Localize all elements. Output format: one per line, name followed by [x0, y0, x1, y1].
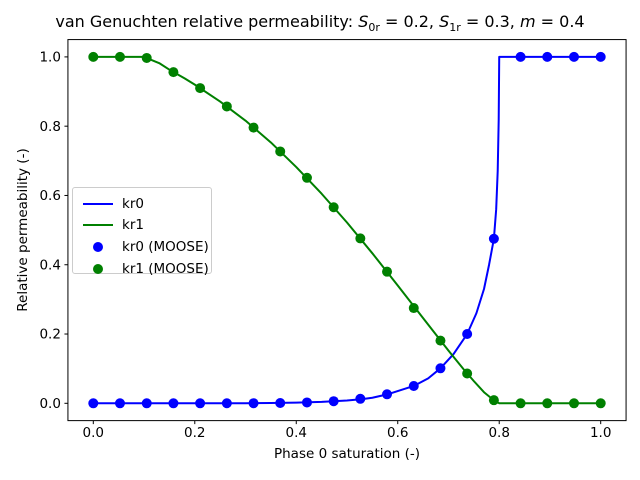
x-tick-label: 0.0 — [83, 425, 104, 441]
data-point — [328, 202, 339, 213]
kr0-marker-swatch — [93, 242, 103, 252]
data-point — [462, 329, 473, 340]
data-point — [488, 395, 499, 406]
legend-item-kr0-moose: kr0 (MOOSE) — [73, 237, 211, 257]
data-point — [595, 51, 606, 62]
y-tick-label: 1.0 — [39, 50, 60, 66]
legend-label: kr1 — [122, 217, 144, 233]
title-segment: = 0.2, — [379, 12, 440, 31]
data-point — [382, 266, 393, 277]
data-point — [248, 398, 259, 409]
plot-spines — [67, 39, 627, 422]
data-point — [382, 389, 393, 400]
chart-title: van Genuchten relative permeability: S0r… — [0, 13, 640, 37]
data-point — [248, 122, 259, 133]
data-point — [435, 335, 446, 346]
x-tick-label: 0.4 — [286, 425, 307, 441]
y-tick-label: 0.8 — [39, 119, 60, 135]
title-segment: = 0.3, — [460, 12, 520, 31]
data-point — [114, 398, 125, 409]
data-point — [88, 398, 99, 409]
x-tick-label: 0.2 — [184, 425, 205, 441]
data-point — [301, 172, 312, 183]
x-tick-label: 0.6 — [387, 425, 408, 441]
x-tick-label: 0.8 — [488, 425, 509, 441]
legend-label: kr0 — [122, 196, 144, 212]
data-point — [221, 398, 232, 409]
title-segment: S — [439, 12, 450, 31]
y-tick-label: 0.4 — [39, 257, 60, 273]
title-segment: van Genuchten relative permeability: — [55, 12, 359, 31]
data-point — [595, 398, 606, 409]
data-point — [168, 67, 179, 78]
data-point — [355, 393, 366, 404]
y-axis-label: Relative permeability (-) — [15, 148, 31, 312]
title-segment: S — [358, 12, 369, 31]
legend-item-kr1: kr1 — [73, 215, 211, 235]
kr1-marker-swatch — [93, 264, 103, 274]
data-point — [569, 398, 580, 409]
data-point — [515, 51, 526, 62]
kr1-line-swatch — [83, 224, 113, 226]
x-axis-label: Phase 0 saturation (-) — [273, 446, 420, 462]
kr0-line-swatch — [83, 203, 113, 205]
data-point — [542, 51, 553, 62]
legend-item-kr1-moose: kr1 (MOOSE) — [73, 259, 211, 279]
series-line-kr0 — [92, 55, 602, 405]
title-segment: = 0.4 — [535, 12, 585, 31]
title-segment: 0r — [368, 21, 380, 34]
data-point — [141, 52, 152, 63]
data-point — [542, 398, 553, 409]
data-point — [408, 303, 419, 314]
data-point — [195, 398, 206, 409]
data-point — [488, 233, 499, 244]
data-point — [168, 398, 179, 409]
legend-label: kr0 (MOOSE) — [122, 239, 209, 255]
data-point — [355, 233, 366, 244]
data-point — [301, 397, 312, 408]
y-tick-label: 0.6 — [39, 188, 60, 204]
legend: kr0 kr1 kr0 (MOOSE) kr1 (MOOSE) — [72, 187, 212, 277]
data-point — [275, 397, 286, 408]
data-point — [569, 51, 580, 62]
data-point — [141, 398, 152, 409]
x-tick-label: 1.0 — [590, 425, 611, 441]
title-segment: m — [519, 12, 536, 31]
data-point — [275, 146, 286, 157]
data-point — [221, 101, 232, 112]
data-point — [435, 363, 446, 374]
data-point — [408, 380, 419, 391]
data-point — [88, 51, 99, 62]
y-tick-label: 0.2 — [39, 327, 60, 343]
title-segment: 1r — [449, 21, 461, 34]
data-point — [515, 398, 526, 409]
data-point — [462, 368, 473, 379]
data-point — [195, 83, 206, 94]
y-tick-label: 0.0 — [39, 396, 60, 412]
data-point — [114, 51, 125, 62]
legend-item-kr0: kr0 — [73, 194, 211, 214]
legend-label: kr1 (MOOSE) — [122, 261, 209, 277]
data-point — [328, 396, 339, 407]
